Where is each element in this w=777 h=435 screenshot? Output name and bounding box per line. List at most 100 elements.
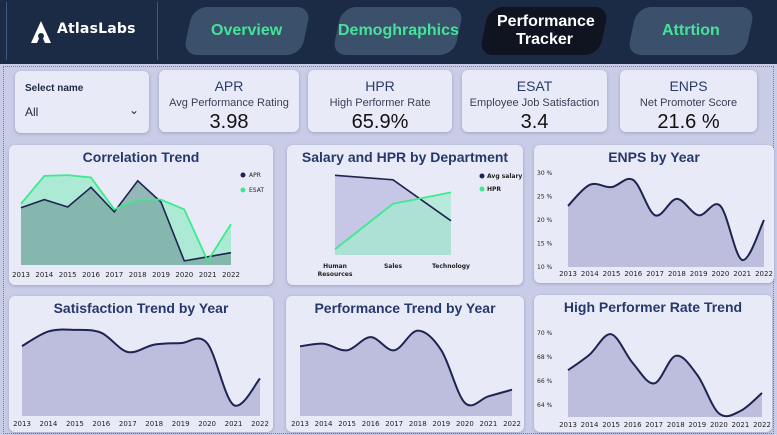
y-tick-label: 70 % xyxy=(537,330,553,337)
series-line xyxy=(567,333,763,418)
chart-title: Salary and HPR by Department xyxy=(301,149,509,165)
kpi-subtitle: Avg Performance Rating xyxy=(169,97,289,109)
correlation-trend-chart: Correlation Trend 2013 2014 2015 2016 2017 20… xyxy=(9,145,273,285)
series-line xyxy=(299,329,513,407)
y-tick-label: 10 % xyxy=(537,264,553,271)
tab-overview[interactable]: Overview xyxy=(182,7,312,55)
tab-attrition[interactable]: Attrtion xyxy=(626,7,756,55)
x-tick-label: 2020 xyxy=(198,420,216,428)
x-tick-label: 2020 xyxy=(456,420,474,428)
x-tick-label: 2020 xyxy=(710,421,728,429)
x-tick-label: Technology xyxy=(432,263,470,270)
logo: AtlasLabs xyxy=(6,2,158,60)
chart-plot: 2013 2014 2015 2016 2017 2018 2019 2020 2021 2022… xyxy=(12,172,264,279)
y-tick-label: 64 % xyxy=(537,402,553,409)
x-tick-label: 2013 xyxy=(12,271,30,279)
kpi-title: ESAT xyxy=(516,78,553,94)
y-tick-label: 66 % xyxy=(537,378,553,385)
x-tick-label: 2015 xyxy=(603,270,621,278)
satisfaction-trend-chart: Satisfaction Trend by Year 2013 2014 2015 2… xyxy=(9,296,273,432)
top-navigation-bar: AtlasLabs Overview Demoghraphics Perform… xyxy=(0,0,777,64)
x-tick-label: 2021 xyxy=(480,420,498,428)
kpi-card-enps: ENPS Net Promoter Score 21.6 % xyxy=(620,70,757,133)
series-line xyxy=(567,177,765,261)
x-tick-label: 2016 xyxy=(624,270,642,278)
x-tick-label: 2014 xyxy=(40,420,58,428)
x-tick-label: 2017 xyxy=(646,270,664,278)
x-tick-label: 2019 xyxy=(152,271,170,279)
name-slicer[interactable]: Select name All ⌄ xyxy=(15,71,149,133)
x-tick-label: 2019 xyxy=(690,270,708,278)
x-tick-label: 2014 xyxy=(581,421,599,429)
x-tick-label: 2021 xyxy=(732,421,750,429)
legend-label-esat: ESAT xyxy=(249,187,264,194)
kpi-value: 3.98 xyxy=(209,111,249,133)
chart-title: High Performer Rate Trend xyxy=(563,299,743,315)
y-tick-label: 15 % xyxy=(537,241,553,248)
high-performer-rate-chart: High Performer Rate Trend 2013 2014 2015 20… xyxy=(534,295,772,432)
x-tick-label: 2020 xyxy=(712,270,730,278)
x-tick-label: Resources xyxy=(318,271,353,278)
chart-plot: 2013 2014 2015 2016 2017 2018 2019 2020 2021 2022… xyxy=(537,330,771,429)
salary-line xyxy=(334,174,452,222)
x-tick-label: 2022 xyxy=(251,420,269,428)
x-tick-label: 2019 xyxy=(172,420,190,428)
kpi-subtitle: High Performer Rate xyxy=(329,97,431,109)
x-tick-label: 2013 xyxy=(559,270,577,278)
y-tick-label: 30 % xyxy=(537,170,553,177)
y-tick-label: 25 % xyxy=(537,194,553,201)
series-area xyxy=(22,329,260,416)
legend-marker-salary xyxy=(479,173,485,179)
x-tick-label: 2022 xyxy=(222,271,240,279)
kpi-card-esat: ESAT Employee Job Satisfaction 3.4 xyxy=(462,70,607,133)
x-tick-label: 2021 xyxy=(199,271,217,279)
logo-text: AtlasLabs xyxy=(57,21,136,37)
x-tick-label: 2017 xyxy=(385,420,403,428)
kpi-subtitle: Employee Job Satisfaction xyxy=(469,97,600,109)
tab-performance-tracker[interactable]: Performance Tracker xyxy=(478,7,610,55)
atlas-logo-icon xyxy=(31,21,51,43)
chevron-down-icon[interactable]: ⌄ xyxy=(128,103,139,117)
chart-title: ENPS by Year xyxy=(608,149,700,165)
x-tick-label: 2019 xyxy=(432,420,450,428)
slicer-label: Select name xyxy=(25,83,84,94)
x-tick-label: 2022 xyxy=(755,270,773,278)
tab-demographics[interactable]: Demoghraphics xyxy=(331,7,465,55)
x-tick-label: 2015 xyxy=(59,271,77,279)
x-tick-label: 2022 xyxy=(503,420,521,428)
x-tick-label: 2015 xyxy=(602,421,620,429)
kpi-value: 21.6 % xyxy=(657,111,720,133)
x-tick-label: 2015 xyxy=(338,420,356,428)
esat-line xyxy=(20,174,232,263)
slicer-value: All xyxy=(25,105,39,119)
chart-plot: 2013 2014 2015 2016 2017 2018 2019 2020 2021 2022 xyxy=(291,329,521,428)
legend-label-salary: Avg salary xyxy=(487,173,522,180)
x-tick-label: 2020 xyxy=(175,271,193,279)
x-tick-label: 2021 xyxy=(733,270,751,278)
x-tick-label: 2014 xyxy=(315,420,333,428)
y-tick-label: 68 % xyxy=(537,354,553,361)
chart-title: Performance Trend by Year xyxy=(314,300,496,316)
x-tick-label: 2013 xyxy=(559,421,577,429)
x-tick-label: Human xyxy=(323,263,347,270)
series-area xyxy=(568,334,762,417)
x-tick-label: 2019 xyxy=(688,421,706,429)
x-tick-label: 2014 xyxy=(581,270,599,278)
legend-label-apr: APR xyxy=(249,172,261,179)
hpr-line xyxy=(334,191,452,251)
x-tick-label: 2017 xyxy=(119,420,137,428)
apr-area xyxy=(21,180,231,265)
x-tick-label: 2018 xyxy=(129,271,147,279)
kpi-value: 65.9% xyxy=(351,111,409,133)
series-area xyxy=(568,178,764,267)
salary-hpr-department-chart: Salary and HPR by Department Human Resour… xyxy=(287,145,523,285)
x-tick-label: 2013 xyxy=(13,420,31,428)
legend-marker-apr xyxy=(240,172,246,178)
x-tick-label: 2022 xyxy=(753,421,771,429)
x-tick-label: 2013 xyxy=(291,420,309,428)
x-tick-label: 2016 xyxy=(82,271,100,279)
kpi-value: 3.4 xyxy=(520,111,549,133)
x-tick-label: 2021 xyxy=(225,420,243,428)
x-tick-label: 2016 xyxy=(362,420,380,428)
